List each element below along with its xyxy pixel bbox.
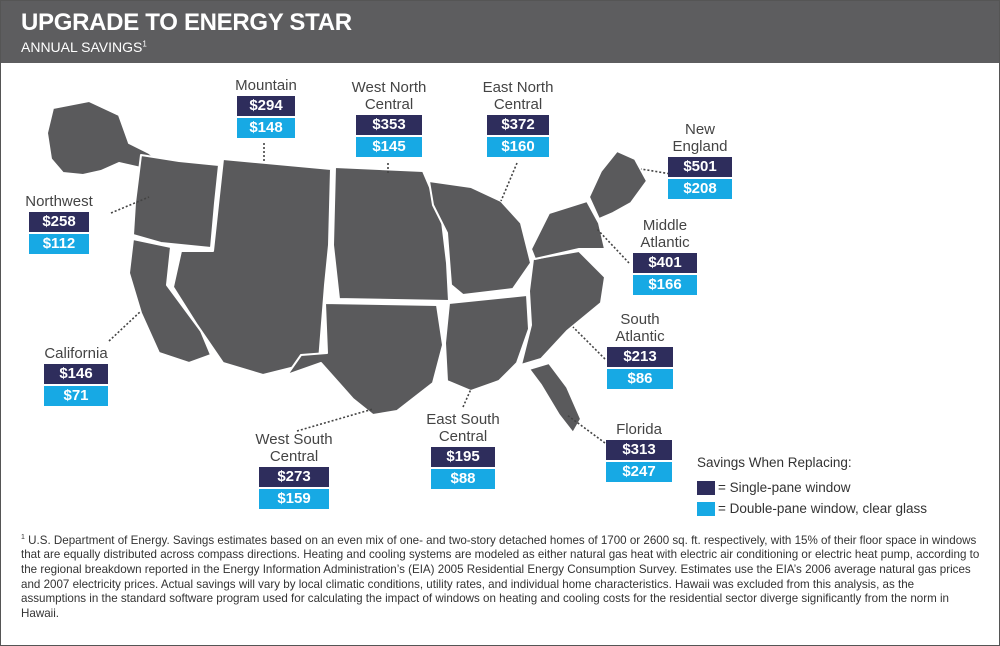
- double-pane-swatch: [697, 501, 715, 516]
- double-pane-value: $148: [237, 118, 295, 138]
- footnote: 1 U.S. Department of Energy. Savings est…: [21, 531, 981, 621]
- double-pane-value: $166: [633, 275, 697, 295]
- region-name: Middle: [642, 217, 688, 234]
- region-northwest: Northwest $258 $112: [19, 193, 99, 254]
- alaska-region: [46, 100, 164, 176]
- single-pane-value: $146: [44, 364, 108, 384]
- header-bar: UPGRADE TO ENERGY STAR ANNUAL SAVINGS1: [1, 1, 999, 63]
- region-new-england: New England $501 $208: [665, 121, 735, 199]
- region-name: East South: [426, 411, 500, 428]
- region-south-atlantic: South Atlantic $213 $86: [605, 311, 675, 389]
- west-north-central-region: [332, 166, 450, 302]
- leader-east-south-central: [462, 388, 472, 408]
- legend-label-single: = Single-pane window: [718, 480, 851, 495]
- region-name: Atlantic: [640, 234, 690, 251]
- region-name: Northwest: [25, 193, 93, 210]
- region-name: California: [44, 345, 108, 362]
- south-atlantic-region: [520, 250, 606, 366]
- region-florida: Florida $313 $247: [603, 421, 675, 482]
- us-map: [46, 100, 678, 444]
- single-pane-value: $401: [633, 253, 697, 273]
- single-pane-value: $273: [259, 467, 329, 487]
- single-pane-value: $372: [487, 115, 549, 135]
- page-title: UPGRADE TO ENERGY STAR: [21, 9, 352, 36]
- page-subtitle: ANNUAL SAVINGS1: [21, 39, 147, 55]
- single-pane-value: $213: [607, 347, 673, 367]
- region-mountain: Mountain $294 $148: [233, 77, 299, 138]
- double-pane-value: $247: [606, 462, 672, 482]
- double-pane-value: $160: [487, 137, 549, 157]
- west-south-central-region: [286, 302, 444, 416]
- footnote-text: U.S. Department of Energy. Savings estim…: [21, 533, 980, 620]
- region-name: Florida: [616, 421, 662, 438]
- region-east-north-central: East North Central $372 $160: [473, 79, 563, 157]
- region-name: Central: [269, 448, 319, 465]
- east-south-central-region: [444, 294, 530, 392]
- region-name: Central: [438, 428, 488, 445]
- leader-california: [108, 310, 142, 342]
- single-pane-value: $313: [606, 440, 672, 460]
- double-pane-value: $208: [668, 179, 732, 199]
- double-pane-value: $71: [44, 386, 108, 406]
- region-name: West North: [351, 79, 427, 96]
- leader-northwest: [110, 196, 150, 214]
- double-pane-value: $86: [607, 369, 673, 389]
- leader-west-south-central: [296, 408, 374, 432]
- region-west-south-central: West South Central $273 $159: [249, 431, 339, 509]
- northwest-region: [132, 154, 220, 249]
- region-california: California $146 $71: [39, 345, 113, 406]
- double-pane-value: $145: [356, 137, 422, 157]
- single-pane-value: $258: [29, 212, 89, 232]
- region-name: South: [620, 311, 660, 328]
- legend-label-double: = Double-pane window, clear glass: [718, 501, 927, 516]
- single-pane-value: $294: [237, 96, 295, 116]
- mountain-region: [172, 158, 332, 376]
- footnote-marker: 1: [142, 39, 147, 49]
- region-name: England: [672, 138, 728, 155]
- single-pane-value: $501: [668, 157, 732, 177]
- footnote-marker: 1: [21, 534, 25, 541]
- leader-east-north-central: [500, 162, 518, 202]
- region-middle-atlantic: Middle Atlantic $401 $166: [627, 217, 703, 295]
- region-name: East North: [482, 79, 554, 96]
- region-name: Central: [364, 96, 414, 113]
- region-name: Central: [493, 96, 543, 113]
- region-name: Atlantic: [615, 328, 665, 345]
- east-north-central-region: [428, 180, 532, 296]
- legend-item-double: = Double-pane window, clear glass: [697, 501, 927, 516]
- single-pane-value: $195: [431, 447, 495, 467]
- region-name: New: [684, 121, 715, 138]
- legend: Savings When Replacing: = Single-pane wi…: [697, 455, 927, 516]
- leader-south-atlantic: [572, 326, 606, 360]
- florida-region: [528, 362, 582, 434]
- region-east-south-central: East South Central $195 $88: [421, 411, 505, 489]
- double-pane-value: $159: [259, 489, 329, 509]
- region-name: West South: [255, 431, 333, 448]
- california-region: [128, 238, 212, 364]
- legend-item-single: = Single-pane window: [697, 480, 927, 495]
- legend-title: Savings When Replacing:: [697, 455, 852, 470]
- single-pane-swatch: [697, 480, 715, 495]
- single-pane-value: $353: [356, 115, 422, 135]
- middle-atlantic-region: [530, 200, 606, 260]
- new-england-region: [588, 150, 648, 220]
- double-pane-value: $88: [431, 469, 495, 489]
- region-name: Mountain: [235, 77, 297, 94]
- double-pane-value: $112: [29, 234, 89, 254]
- region-west-north-central: West North Central $353 $145: [343, 79, 435, 157]
